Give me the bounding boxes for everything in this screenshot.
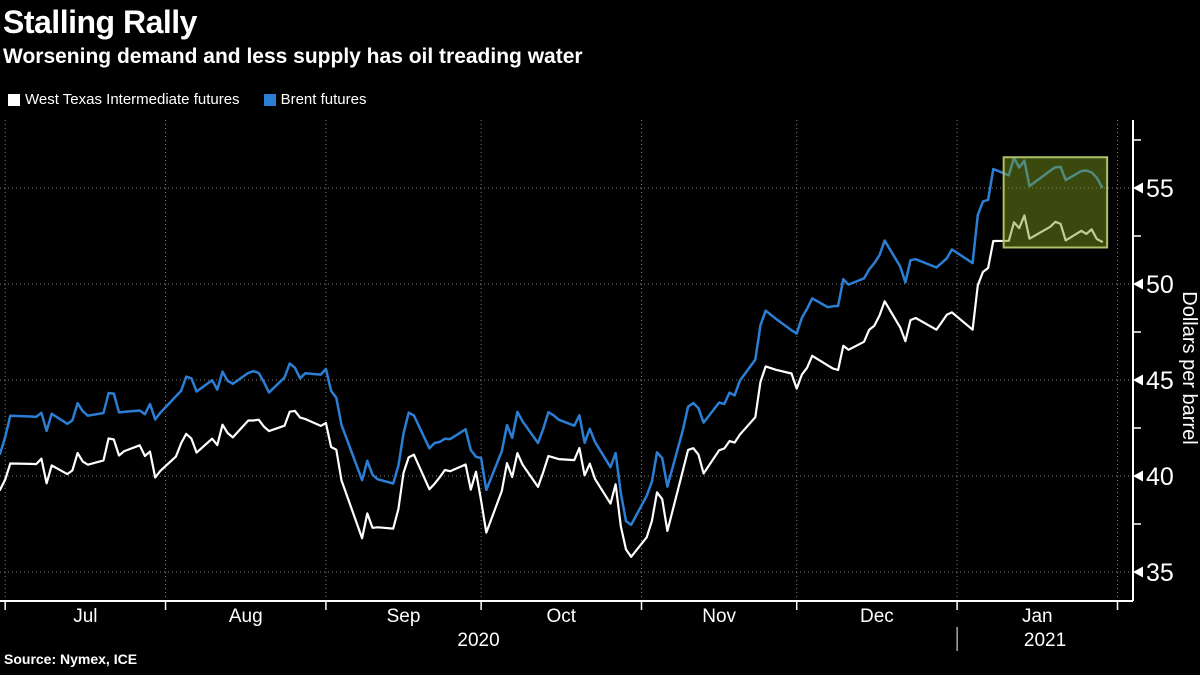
y-tick-label: 35 — [1146, 559, 1174, 587]
month-label: Oct — [547, 606, 577, 627]
y-axis-title: Dollars per barrel — [1178, 291, 1200, 444]
legend-item-brent: Brent futures — [263, 91, 367, 108]
legend-label-wti: West Texas Intermediate futures — [25, 91, 240, 108]
y-axis-ticks: 35 40 45 50 55 — [1133, 139, 1174, 587]
month-label: Aug — [229, 606, 263, 627]
year-label: 2021 — [1024, 630, 1066, 651]
brent-line — [0, 156, 1104, 527]
month-label: Dec — [860, 606, 894, 627]
month-label: Nov — [702, 606, 736, 627]
gridlines — [0, 120, 1133, 601]
wti-swatch-icon — [8, 93, 20, 106]
wti-line — [0, 214, 1104, 558]
brent-swatch-icon — [263, 93, 276, 106]
y-tick-label: 50 — [1146, 271, 1174, 299]
y-tick-arrow-icon — [1133, 470, 1143, 482]
y-tick-label: 55 — [1146, 175, 1174, 203]
month-label: Sep — [387, 606, 421, 627]
chart-subtitle: Worsening demand and less supply has oil… — [3, 45, 583, 68]
highlight-box — [1002, 156, 1109, 249]
month-label: Jan — [1022, 606, 1053, 627]
source-note: Source: Nymex, ICE — [4, 651, 138, 667]
axes — [0, 120, 1134, 602]
y-tick-arrow-icon — [1133, 182, 1143, 194]
y-tick-arrow-icon — [1133, 374, 1143, 386]
y-tick-arrow-icon — [1133, 566, 1143, 578]
y-tick-label: 45 — [1146, 367, 1174, 395]
y-tick-arrow-icon — [1133, 278, 1143, 290]
month-label: Jul — [73, 606, 97, 627]
y-tick-label: 40 — [1146, 463, 1174, 491]
x-axis-ticks — [4, 601, 1119, 610]
page-title: Stalling Rally — [3, 4, 197, 40]
legend-label-brent: Brent futures — [280, 91, 367, 108]
year-label: 2020 — [457, 630, 499, 651]
legend-item-wti: West Texas Intermediate futures — [8, 91, 240, 108]
legend: West Texas Intermediate futures Brent fu… — [8, 91, 366, 108]
